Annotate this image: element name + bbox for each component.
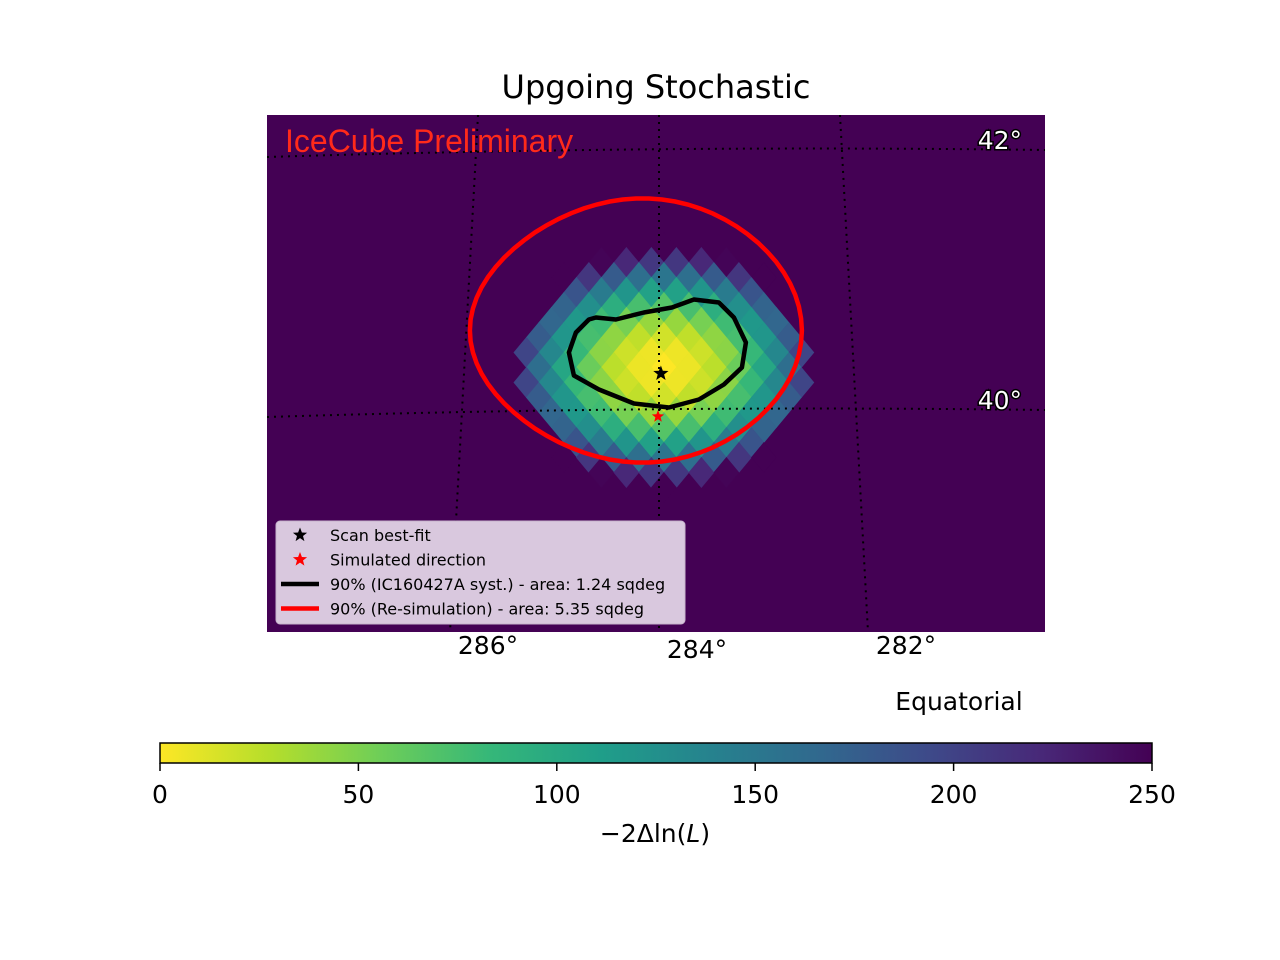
colorbar-label: −2Δln(L) [600,819,710,848]
legend-marker [292,552,308,566]
contour-resimulation [467,196,805,465]
colorbar-tick-label: 0 [152,780,168,809]
legend-label: 90% (IC160427A syst.) - area: 1.24 sqdeg [330,575,665,594]
legend-label: Scan best-fit [330,526,431,545]
watermark: IceCube Preliminary [285,123,573,159]
simulated-direction-marker [651,410,665,422]
grid-parallel [267,147,1045,158]
heatmap-cell [713,457,740,488]
grid-lines [267,115,1045,632]
colorbar: 0 50 100 150 200 250 −2Δln(L) [152,742,1176,848]
colorbar-tick-label: 100 [533,780,581,809]
chart-title: Upgoing Stochastic [502,68,811,106]
ra-tick-label: 282° [876,631,936,660]
legend-marker [292,527,308,542]
frame-label: Equatorial [895,687,1022,716]
colorbar-tick-label: 200 [930,780,978,809]
contours [467,196,805,465]
dec-tick-label: 40° [978,386,1022,415]
heatmap-cell [550,442,577,473]
legend: Scan best-fit Simulated direction 90% (IC1… [275,520,686,625]
legend-label: 90% (Re-simulation) - area: 5.35 sqdeg [330,600,644,619]
best-fit-marker [653,365,669,380]
heatmap-cell [650,472,677,503]
legend-label: Simulated direction [330,551,486,570]
heatmap-cell [588,457,615,488]
heatmap-cell [750,442,777,473]
legend-box [275,520,686,625]
colorbar-gradient [159,742,1153,764]
dec-tick-label: 42° [978,126,1022,155]
markers [651,365,669,422]
colorbar-tick-label: 150 [731,780,779,809]
colorbar-tick-label: 250 [1128,780,1176,809]
dec-tick-labels: 42° 40° [976,125,1023,417]
ra-tick-labels: 286° 284° 282° [458,631,936,664]
ra-tick-label: 286° [458,631,518,660]
contour-ic160427a-syst [566,297,749,410]
heatmap-cells [513,232,815,503]
ra-tick-label: 284° [667,635,727,664]
heatmap-cell [613,457,640,488]
heatmap-cell [688,457,715,488]
grid-parallel [267,407,1045,418]
colorbar-tick-label: 50 [342,780,374,809]
